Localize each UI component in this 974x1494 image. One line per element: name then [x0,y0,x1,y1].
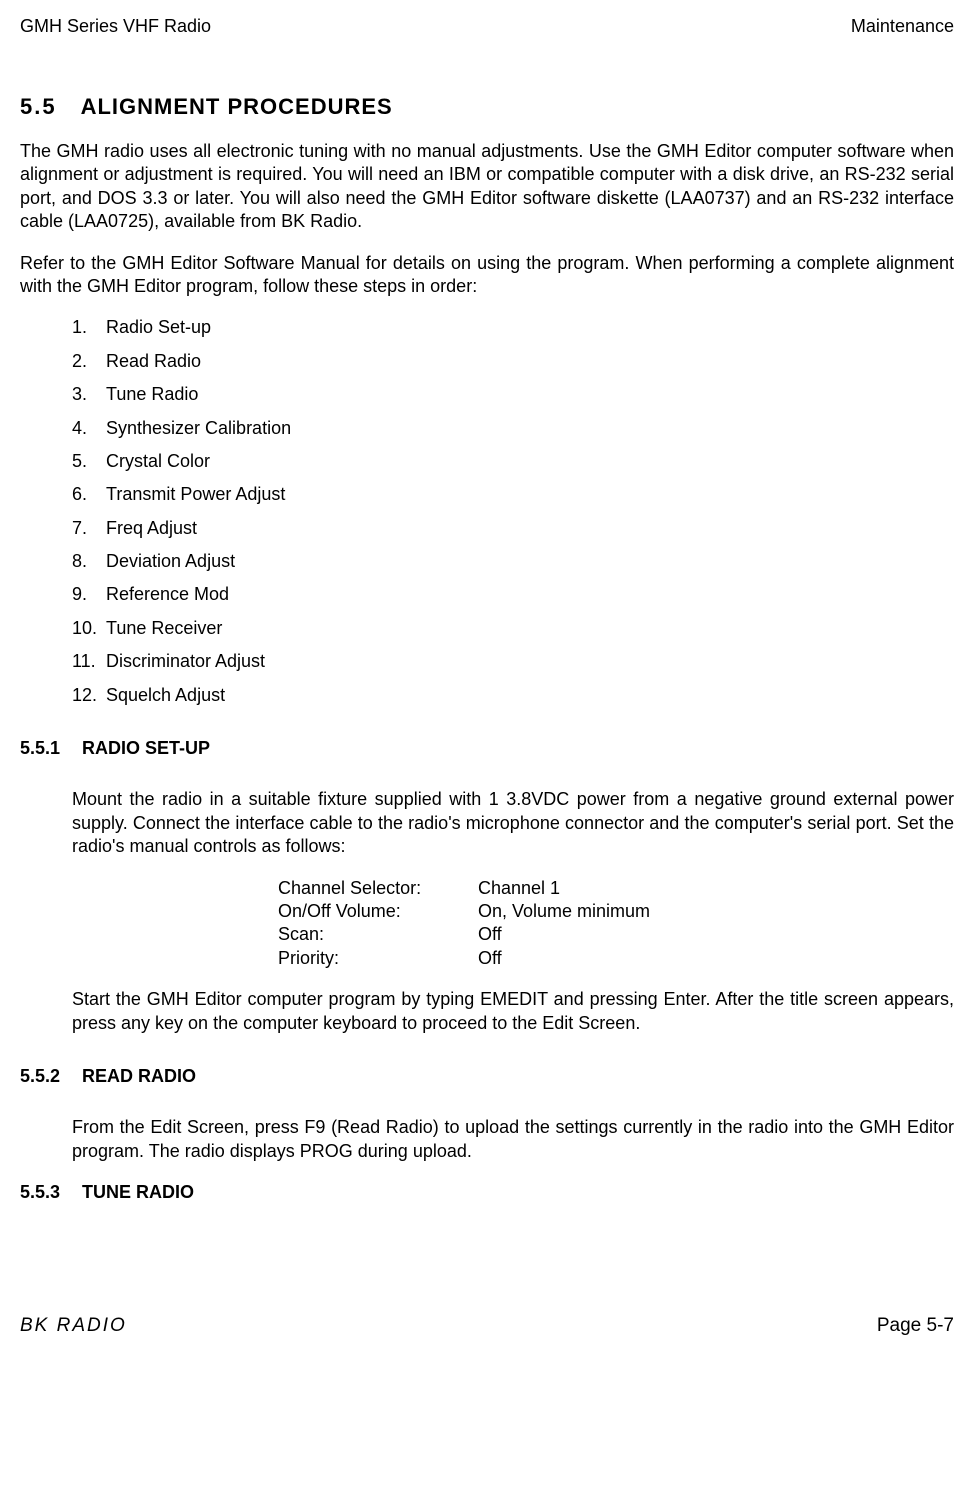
list-item: 7.Freq Adjust [72,517,954,540]
radio-setup-paragraph-1: Mount the radio in a suitable fixture su… [72,788,954,858]
setting-row: Channel Selector:Channel 1 [278,877,954,900]
section-number: 5.5 [20,94,57,119]
subsection-number: 5.5.3 [20,1181,82,1204]
subsection-heading: TUNE RADIO [82,1182,194,1202]
list-label: Crystal Color [106,450,210,473]
setting-row: Scan:Off [278,923,954,946]
control-settings-table: Channel Selector:Channel 1 On/Off Volume… [278,877,954,971]
setting-value: Off [478,923,502,946]
list-label: Reference Mod [106,583,229,606]
list-item: 3.Tune Radio [72,383,954,406]
section-heading: ALIGNMENT PROCEDURES [81,94,393,119]
subsection-5-5-1-title: 5.5.1RADIO SET-UP [20,737,954,760]
list-number: 10. [72,617,106,640]
list-label: Synthesizer Calibration [106,417,291,440]
list-label: Squelch Adjust [106,684,225,707]
list-item: 11.Discriminator Adjust [72,650,954,673]
setting-label: On/Off Volume: [278,900,478,923]
header-left: GMH Series VHF Radio [20,15,211,38]
list-item: 6.Transmit Power Adjust [72,483,954,506]
list-item: 8.Deviation Adjust [72,550,954,573]
list-label: Freq Adjust [106,517,197,540]
list-item: 10.Tune Receiver [72,617,954,640]
setting-value: On, Volume minimum [478,900,650,923]
section-5-5-title: 5.5 ALIGNMENT PROCEDURES [20,93,954,122]
subsection-5-5-3-title: 5.5.3TUNE RADIO [20,1181,954,1204]
intro-paragraph-2: Refer to the GMH Editor Software Manual … [20,252,954,299]
setting-label: Channel Selector: [278,877,478,900]
intro-paragraph-1: The GMH radio uses all electronic tuning… [20,140,954,234]
setting-row: On/Off Volume:On, Volume minimum [278,900,954,923]
list-number: 1. [72,316,106,339]
list-number: 7. [72,517,106,540]
page-footer: BK RADIO Page 5-7 [20,1314,954,1339]
header-right: Maintenance [851,15,954,38]
setting-value: Off [478,947,502,970]
list-number: 11. [72,650,106,673]
list-number: 8. [72,550,106,573]
list-label: Read Radio [106,350,201,373]
list-item: 12.Squelch Adjust [72,684,954,707]
subsection-5-5-2-title: 5.5.2READ RADIO [20,1065,954,1088]
setting-label: Scan: [278,923,478,946]
setting-label: Priority: [278,947,478,970]
list-number: 3. [72,383,106,406]
subsection-number: 5.5.2 [20,1065,82,1088]
list-item: 1.Radio Set-up [72,316,954,339]
alignment-steps-list: 1.Radio Set-up 2.Read Radio 3.Tune Radio… [72,316,954,707]
list-label: Discriminator Adjust [106,650,265,673]
page-header: GMH Series VHF Radio Maintenance [20,15,954,38]
list-item: 2.Read Radio [72,350,954,373]
list-label: Radio Set-up [106,316,211,339]
list-number: 6. [72,483,106,506]
list-number: 5. [72,450,106,473]
read-radio-paragraph: From the Edit Screen, press F9 (Read Rad… [72,1116,954,1163]
list-label: Tune Radio [106,383,198,406]
setting-row: Priority:Off [278,947,954,970]
footer-brand: BK RADIO [20,1314,127,1339]
footer-page-number: Page 5-7 [877,1314,954,1339]
list-label: Tune Receiver [106,617,222,640]
list-item: 5.Crystal Color [72,450,954,473]
setting-value: Channel 1 [478,877,560,900]
list-label: Deviation Adjust [106,550,235,573]
subsection-heading: RADIO SET-UP [82,738,210,758]
subsection-number: 5.5.1 [20,737,82,760]
radio-setup-paragraph-2: Start the GMH Editor computer program by… [72,988,954,1035]
list-number: 4. [72,417,106,440]
list-number: 12. [72,684,106,707]
list-number: 9. [72,583,106,606]
subsection-heading: READ RADIO [82,1066,196,1086]
list-item: 4.Synthesizer Calibration [72,417,954,440]
list-number: 2. [72,350,106,373]
list-label: Transmit Power Adjust [106,483,285,506]
list-item: 9.Reference Mod [72,583,954,606]
